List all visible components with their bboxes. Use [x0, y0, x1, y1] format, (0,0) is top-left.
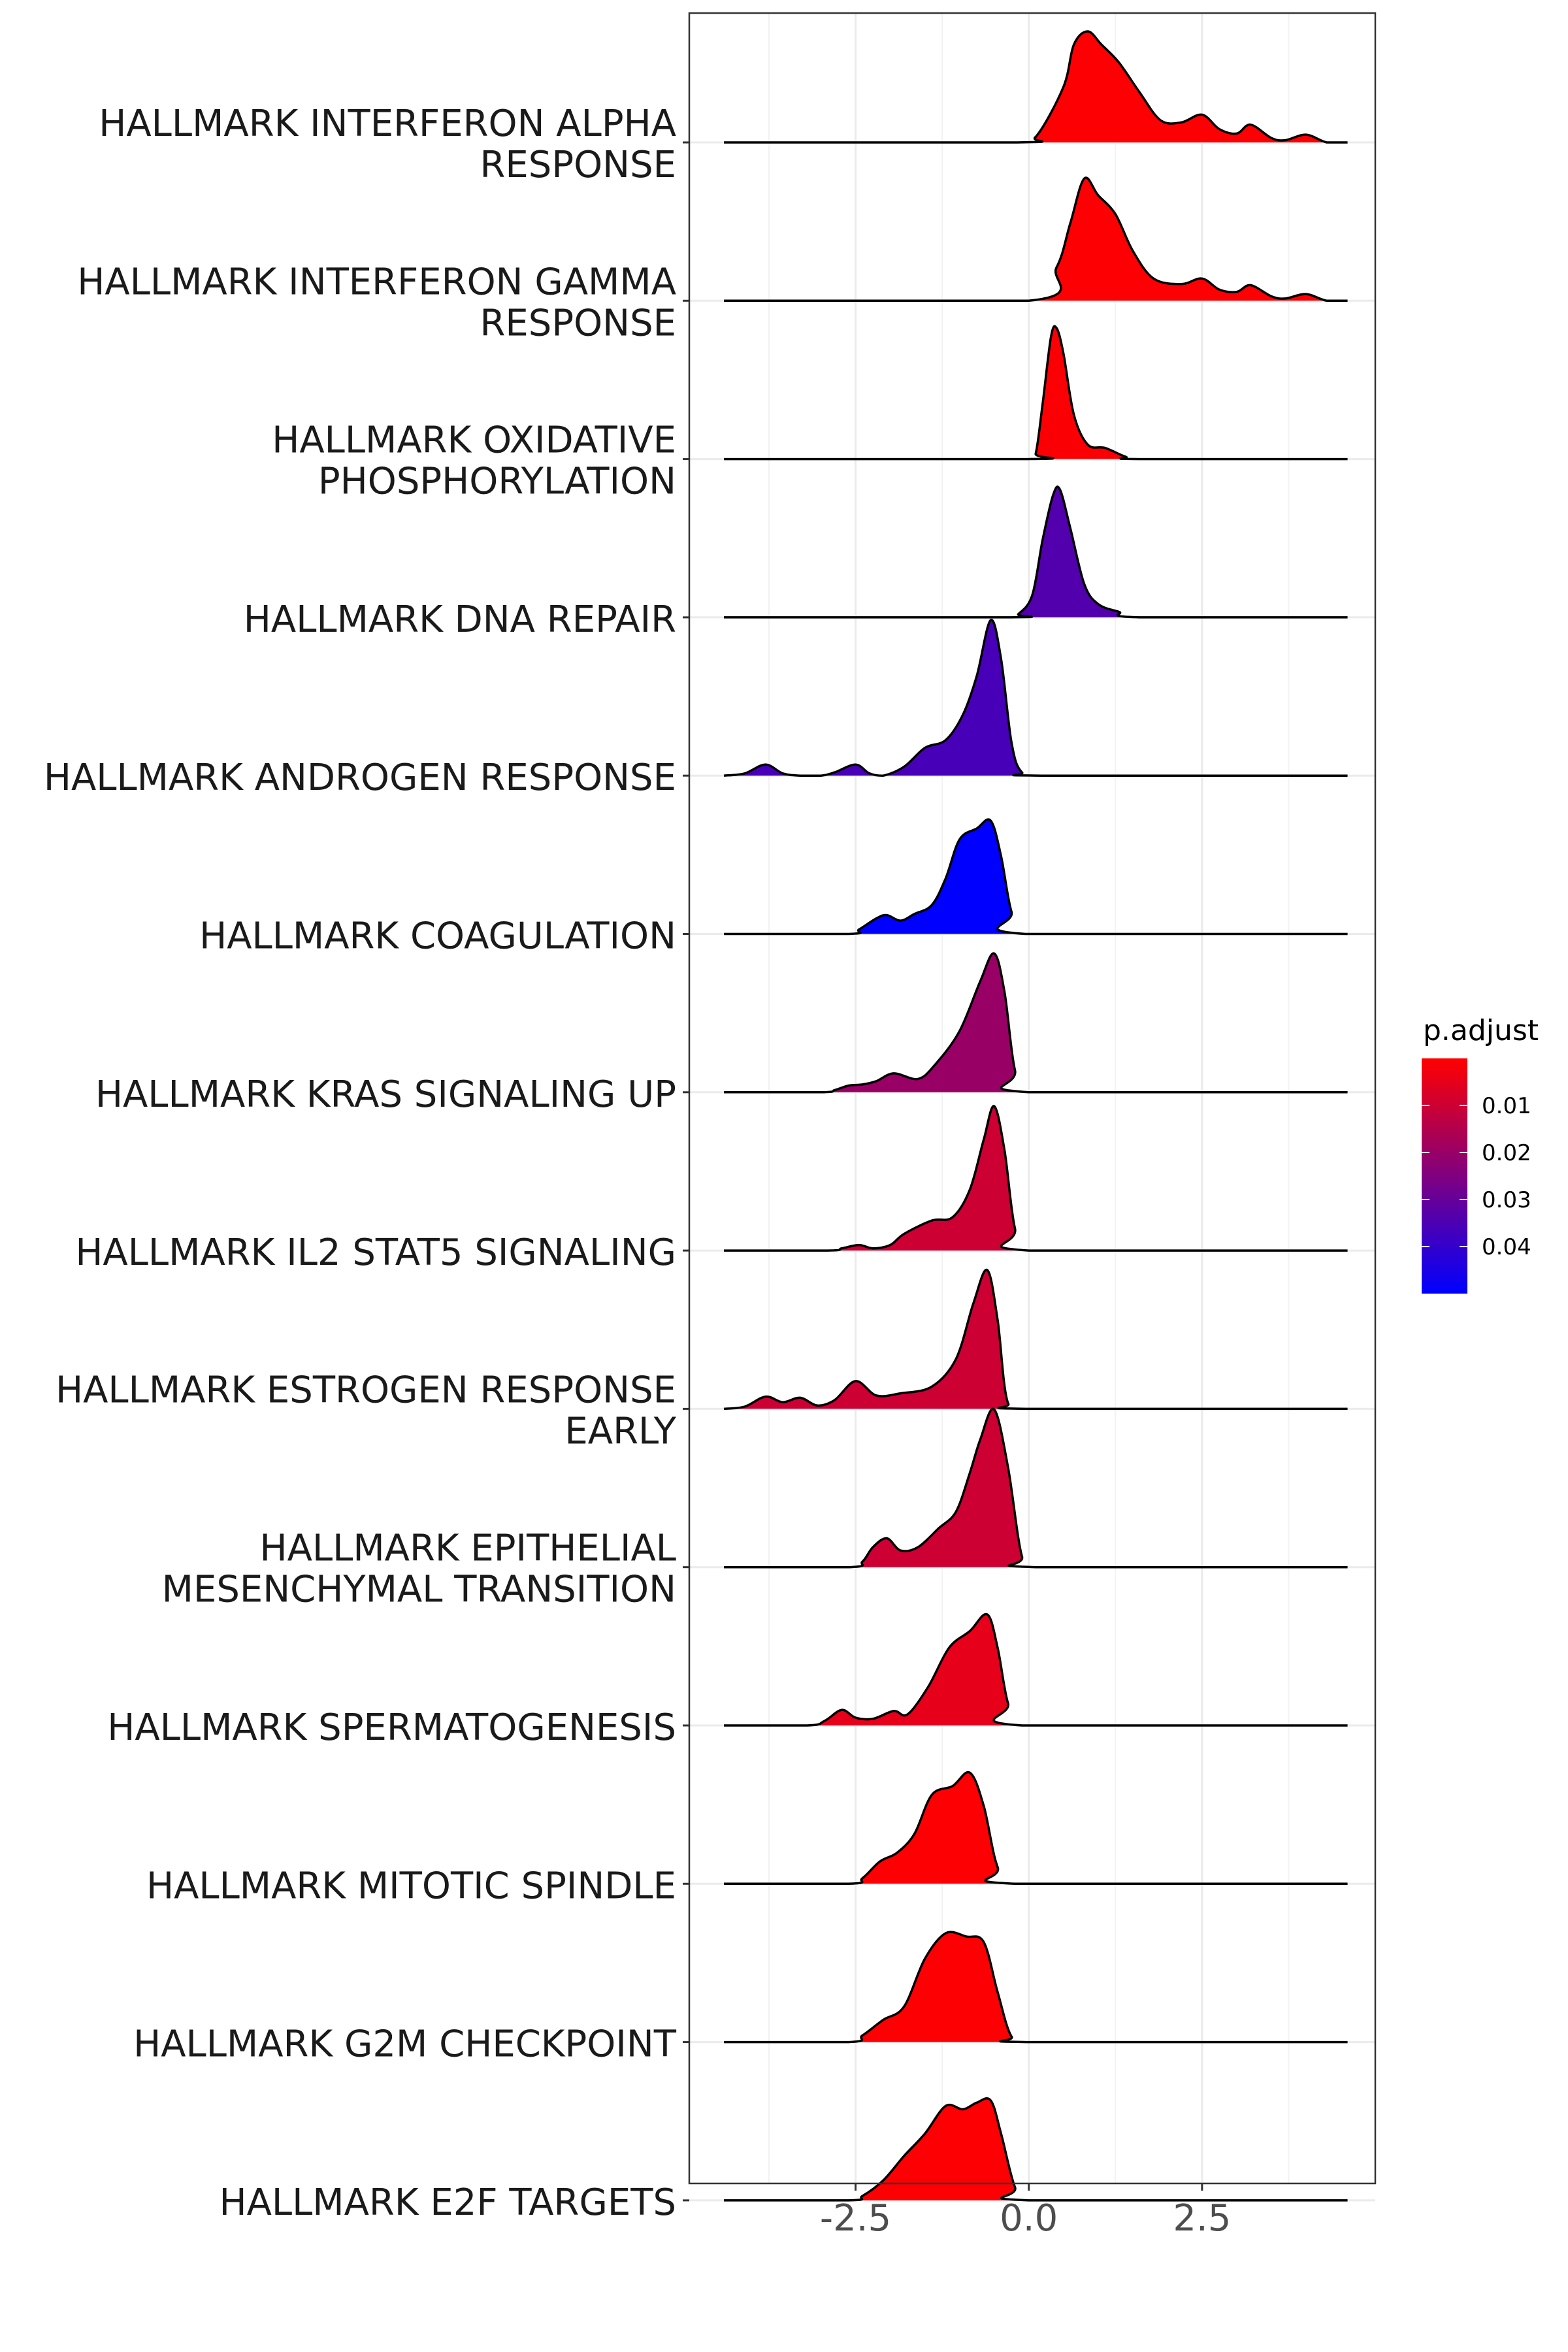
- y-axis-label: HALLMARK KRAS SIGNALING UP: [95, 1073, 676, 1116]
- y-axis-label: HALLMARK DNA REPAIR: [244, 598, 676, 641]
- y-axis-label: HALLMARK MITOTIC SPINDLE: [146, 1865, 676, 1907]
- ridge-outline: [723, 619, 1348, 777]
- ridge: [724, 1612, 1348, 1727]
- x-axis: -2.5 0.0 2.5: [820, 2183, 1231, 2240]
- y-axis-label: HALLMARK COAGULATION: [199, 915, 676, 958]
- ridge-outline: [724, 818, 1348, 936]
- ridge-outline: [724, 485, 1348, 619]
- y-axis-label-line: HALLMARK INTERFERON ALPHA: [99, 103, 676, 145]
- ridge-outline: [724, 1407, 1348, 1569]
- y-axis-label: HALLMARK OXIDATIVE PHOSPHORYLATION: [272, 419, 676, 503]
- y-axis-label: HALLMARK SPERMATOGENESIS: [107, 1707, 676, 1749]
- y-axis-label-line: HALLMARK COAGULATION: [199, 915, 676, 958]
- legend-title: p.adjust: [1423, 1014, 1539, 1047]
- y-axis-label-line: HALLMARK DNA REPAIR: [244, 598, 676, 641]
- y-axis-label-line: HALLMARK ANDROGEN RESPONSE: [44, 757, 676, 799]
- ridge-outline: [723, 1269, 1348, 1411]
- ridge: [724, 1105, 1348, 1252]
- ridge-outline: [724, 1931, 1348, 2044]
- ridge: [724, 952, 1348, 1094]
- y-axis-label: HALLMARK IL2 STAT5 SIGNALING: [75, 1232, 676, 1274]
- ridge-outline: [724, 2097, 1348, 2202]
- y-axis-label-line: HALLMARK EPITHELIAL: [260, 1527, 676, 1570]
- legend-colorbar: [1422, 1058, 1467, 1294]
- ridge-outline: [724, 176, 1348, 302]
- y-axis-label: HALLMARK ESTROGEN RESPONSE EARLY: [56, 1369, 677, 1452]
- ridge: [724, 1407, 1348, 1569]
- x-tick-label: 0.0: [1000, 2197, 1058, 2240]
- ridge-fill: [724, 486, 1348, 617]
- y-axis-label-line: HALLMARK IL2 STAT5 SIGNALING: [75, 1232, 676, 1274]
- y-axis-label: HALLMARK INTERFERON ALPHA RESPONSE: [99, 103, 676, 186]
- ridge: [724, 2097, 1348, 2202]
- ridge-outline: [724, 1771, 1348, 1886]
- plot-panel-border: [688, 12, 1377, 2185]
- y-axis-label-line: HALLMARK MITOTIC SPINDLE: [146, 1865, 676, 1907]
- y-axis-label-line: HALLMARK ESTROGEN RESPONSE: [56, 1369, 676, 1411]
- ridge: [724, 818, 1348, 936]
- y-axis-label-line: HALLMARK E2F TARGETS: [219, 2181, 676, 2224]
- y-axis-labels: HALLMARK INTERFERON ALPHA RESPONSEHALLMAR…: [44, 103, 689, 2224]
- ridge-outline: [724, 952, 1348, 1094]
- ridge: [723, 1269, 1348, 1411]
- legend-ticks: 0.01 0.02 0.03 0.04: [1422, 1093, 1531, 1260]
- legend-tick-label: 0.04: [1482, 1234, 1531, 1260]
- legend: p.adjust 0.01 0.02 0.03 0.04: [1422, 1014, 1539, 1294]
- ridge-outline: [724, 1612, 1348, 1727]
- y-axis-label-line: RESPONSE: [480, 302, 676, 344]
- y-axis-label-line: HALLMARK INTERFERON GAMMA: [77, 261, 676, 303]
- ridge: [724, 176, 1348, 302]
- ridge: [724, 1931, 1348, 2044]
- x-tick-label: -2.5: [820, 2197, 891, 2240]
- legend-tick-label: 0.03: [1482, 1187, 1531, 1213]
- y-axis-label: HALLMARK EPITHELIAL MESENCHYMAL TRANSITIO…: [162, 1527, 676, 1611]
- y-axis-label-line: PHOSPHORYLATION: [318, 461, 676, 503]
- legend-tick-label: 0.01: [1482, 1093, 1531, 1119]
- y-axis-label-line: MESENCHYMAL TRANSITION: [162, 1569, 676, 1611]
- legend-tick-label: 0.02: [1482, 1140, 1531, 1166]
- x-tick-label: 2.5: [1173, 2197, 1231, 2240]
- ridge: [724, 30, 1348, 144]
- ridge-outline: [724, 1105, 1348, 1252]
- y-axis-label: HALLMARK G2M CHECKPOINT: [133, 2023, 677, 2066]
- ridge: [723, 619, 1348, 777]
- y-axis-label-line: EARLY: [564, 1410, 676, 1452]
- y-axis-label-line: HALLMARK KRAS SIGNALING UP: [95, 1073, 676, 1116]
- y-axis-label-line: RESPONSE: [480, 144, 676, 186]
- ridge: [724, 325, 1348, 461]
- y-axis-label: HALLMARK ANDROGEN RESPONSE: [44, 757, 676, 799]
- y-axis-label: HALLMARK INTERFERON GAMMA RESPONSE: [77, 261, 676, 344]
- y-axis-label-line: HALLMARK G2M CHECKPOINT: [133, 2023, 677, 2066]
- y-axis-label-line: HALLMARK SPERMATOGENESIS: [107, 1707, 676, 1749]
- ridge-outline: [724, 325, 1348, 461]
- y-axis-label-line: HALLMARK OXIDATIVE: [272, 419, 676, 462]
- ridge: [724, 485, 1348, 619]
- ridge: [724, 1771, 1348, 1886]
- ridges: [723, 30, 1348, 2202]
- y-axis-label: HALLMARK E2F TARGETS: [219, 2181, 676, 2224]
- ridge-outline: [724, 30, 1348, 144]
- plot-panel: [689, 13, 1375, 2183]
